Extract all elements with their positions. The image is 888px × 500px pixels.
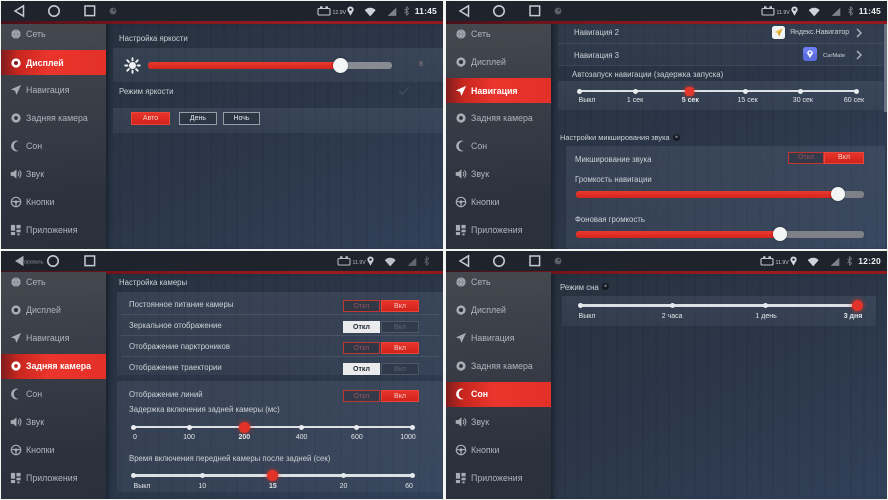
svg-text:торсваль: торсваль bbox=[22, 260, 44, 266]
svg-text:11.9V: 11.9V bbox=[776, 10, 790, 16]
svg-text:12.9V: 12.9V bbox=[332, 10, 346, 16]
svg-text:11.9V: 11.9V bbox=[776, 260, 790, 266]
svg-text:11.9V: 11.9V bbox=[353, 260, 367, 266]
